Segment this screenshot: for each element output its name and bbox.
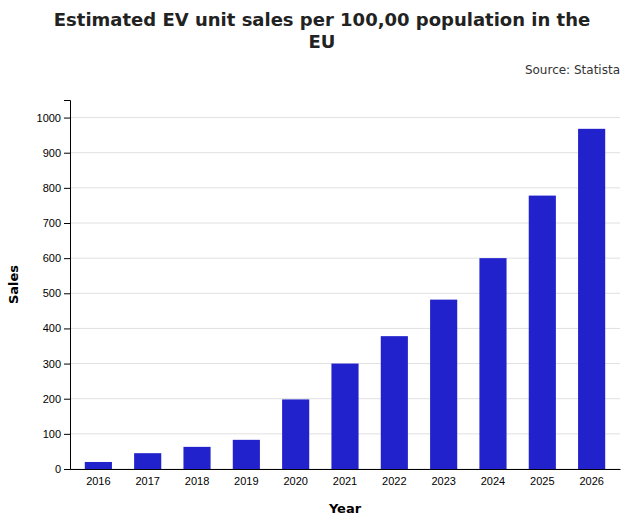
y-tick-label: 800 — [43, 182, 61, 194]
bar — [331, 364, 358, 469]
y-tick-label: 900 — [43, 147, 61, 159]
source-note: Source: Statista — [525, 63, 620, 77]
x-tick-label: 2026 — [579, 475, 603, 487]
grid-line — [70, 117, 620, 118]
y-tick-label: 100 — [43, 428, 61, 440]
y-tick-mark — [64, 153, 70, 154]
plot-area: 0 100 200 300 400 500 600 700 800 900 1000 2016 2017… — [37, 101, 621, 487]
bar — [183, 447, 210, 469]
y-tick: 400 — [43, 322, 70, 334]
y-tick-mark — [64, 223, 70, 224]
x-tick: 2024 — [481, 475, 505, 487]
grid — [70, 118, 620, 469]
chart-svg: Estimated EV unit sales per 100,00 popul… — [0, 0, 644, 525]
x-tick-label: 2017 — [135, 475, 159, 487]
y-tick-mark — [64, 469, 70, 470]
x-tick: 2022 — [382, 475, 406, 487]
y-tick-label: 700 — [43, 217, 61, 229]
x-tick: 2019 — [234, 475, 258, 487]
y-tick-mark — [64, 118, 70, 119]
bar — [578, 129, 605, 469]
y-tick: 1000 — [37, 112, 70, 124]
bar — [529, 196, 556, 469]
y-axis-title: Sales — [6, 265, 21, 304]
x-axis: 2016 2017 2018 2019 2020 2021 2022 2023 2024 2025… — [71, 470, 621, 487]
x-tick-label: 2019 — [234, 475, 258, 487]
y-tick-label: 400 — [43, 322, 61, 334]
y-tick-mark — [64, 293, 70, 294]
x-tick-label: 2022 — [382, 475, 406, 487]
bar — [479, 258, 506, 469]
x-tick-label: 2018 — [185, 475, 209, 487]
y-tick-label: 200 — [43, 393, 61, 405]
y-tick-label: 1000 — [37, 112, 61, 124]
y-tick: 100 — [43, 428, 70, 440]
y-tick: 700 — [43, 217, 70, 229]
x-tick: 2021 — [333, 475, 357, 487]
bar — [381, 336, 408, 469]
y-tick-mark — [64, 399, 70, 400]
x-tick: 2023 — [431, 475, 455, 487]
y-axis: 0 100 200 300 400 500 600 700 800 900 1000 — [37, 101, 71, 476]
bar — [85, 462, 112, 469]
x-tick-label: 2025 — [530, 475, 554, 487]
x-axis-line — [71, 469, 621, 470]
x-tick: 2025 — [530, 475, 554, 487]
y-tick-mark — [64, 188, 70, 189]
y-tick-label: 300 — [43, 358, 61, 370]
y-tick: 800 — [43, 182, 70, 194]
x-tick-label: 2020 — [283, 475, 307, 487]
bar — [282, 399, 309, 469]
y-tick: 300 — [43, 358, 70, 370]
x-tick: 2020 — [283, 475, 307, 487]
y-axis-line — [64, 101, 71, 470]
x-tick: 2018 — [185, 475, 209, 487]
x-tick: 2017 — [135, 475, 159, 487]
bars — [85, 129, 605, 469]
x-tick: 2026 — [579, 475, 603, 487]
bar — [430, 300, 457, 469]
y-tick-label: 500 — [43, 287, 61, 299]
grid-line — [70, 152, 620, 153]
x-axis-title: Year — [328, 501, 362, 516]
x-tick-label: 2016 — [86, 475, 110, 487]
chart-title-line: EU — [309, 31, 336, 52]
y-tick-mark — [64, 364, 70, 365]
x-tick: 2016 — [86, 475, 110, 487]
x-tick-label: 2024 — [481, 475, 505, 487]
y-tick: 200 — [43, 393, 70, 405]
y-tick: 0 — [55, 463, 70, 475]
y-tick-mark — [64, 328, 70, 329]
y-tick: 900 — [43, 147, 70, 159]
y-tick: 600 — [43, 252, 70, 264]
chart-title: Estimated EV unit sales per 100,00 popul… — [54, 9, 590, 52]
y-tick: 500 — [43, 287, 70, 299]
chart-title-line: Estimated EV unit sales per 100,00 popul… — [54, 9, 590, 30]
bar — [134, 453, 161, 469]
y-tick-mark — [64, 258, 70, 259]
grid-line — [70, 187, 620, 188]
bar — [233, 440, 260, 469]
y-tick-label: 600 — [43, 252, 61, 264]
y-tick-label: 0 — [55, 463, 61, 475]
x-tick-label: 2021 — [333, 475, 357, 487]
x-tick-label: 2023 — [431, 475, 455, 487]
y-tick-mark — [64, 434, 70, 435]
